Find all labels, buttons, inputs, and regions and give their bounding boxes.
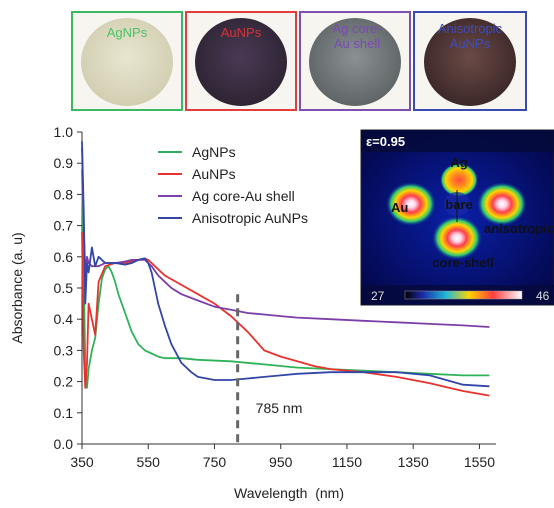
- x-tick-label: 1350: [398, 454, 429, 470]
- legend-label-aunps: AuNPs: [192, 166, 236, 182]
- x-tick-label: 550: [137, 454, 161, 470]
- x-tick-label: 750: [203, 454, 227, 470]
- inset-label-anisotropic: anisotropic: [484, 221, 554, 236]
- y-tick-label: 0.5: [54, 280, 74, 296]
- x-tick-label: 1550: [464, 454, 495, 470]
- legend-label-agnps: AgNPs: [192, 144, 236, 160]
- annotation-785nm-label: 785 nm: [256, 400, 303, 416]
- y-tick-label: 0.9: [54, 155, 74, 171]
- sample-label-aniso-line1: Anisotropic: [438, 21, 503, 36]
- sample-label-aunps: AuNPs: [221, 25, 262, 40]
- y-ticks: 0.0 0.1 0.2 0.3 0.4 0.5 0.6 0.7 0.8 0.9 1.0: [54, 124, 82, 452]
- sample-label-ag-core-line1: Ag core-: [332, 21, 381, 36]
- x-tick-label: 950: [269, 454, 293, 470]
- inset-scale-bar: [404, 290, 523, 300]
- spot-ag: [440, 163, 478, 197]
- sample-photo-aunps: AuNPs: [185, 11, 297, 111]
- inset-scale-min: 27: [371, 289, 385, 303]
- sample-label-aniso-line2: AuNPs: [450, 36, 491, 51]
- spot-anisotropic: [477, 182, 527, 226]
- inset-label-core-shell: core-shell: [432, 255, 493, 270]
- thermal-inset: ε=0.95 Ag Au bare anisotropic core-shell…: [360, 129, 554, 306]
- legend-label-anisotropic-aunps: Anisotropic AuNPs: [192, 210, 308, 226]
- y-tick-label: 0.1: [54, 405, 74, 421]
- inset-scale-max: 46: [536, 289, 550, 303]
- x-tick-label: 1150: [332, 454, 362, 470]
- inset-label-au: Au: [391, 200, 408, 215]
- sample-photo-anisotropic-aunps: Anisotropic AuNPs: [413, 11, 527, 111]
- y-tick-label: 1.0: [54, 124, 74, 140]
- series-line-anisotropic-aunps: [81, 141, 490, 388]
- y-tick-label: 0.3: [54, 342, 74, 358]
- legend: AgNPs AuNPs Ag core-Au shell Anisotropic Au…: [158, 144, 308, 226]
- series-line-aunps: [81, 231, 490, 397]
- sample-photo-ag-core-au-shell: Ag core- Au shell: [299, 11, 411, 111]
- x-axis-label: Wavelength (nm): [234, 485, 344, 501]
- x-tick-label: 350: [70, 454, 94, 470]
- spot-au: [386, 182, 436, 226]
- y-tick-label: 0.8: [54, 186, 74, 202]
- inset-epsilon-label: ε=0.95: [366, 134, 405, 149]
- y-tick-label: 0.6: [54, 249, 74, 265]
- sample-label-ag-core-line2: Au shell: [334, 36, 380, 51]
- y-tick-label: 0.0: [54, 436, 74, 452]
- inset-label-bare: bare: [445, 197, 472, 212]
- y-tick-label: 0.4: [54, 311, 74, 327]
- series-line-ag-core-au-shell: [81, 147, 490, 328]
- legend-label-ag-core-au-shell: Ag core-Au shell: [192, 188, 295, 204]
- sample-photo-agnps: AgNPs: [71, 11, 183, 111]
- y-axis-label: Absorbance (a. u): [9, 232, 25, 343]
- spot-core-shell: [432, 216, 482, 260]
- sample-label-agnps: AgNPs: [107, 25, 148, 40]
- series-layer: [81, 141, 490, 397]
- y-tick-label: 0.2: [54, 374, 74, 390]
- y-tick-label: 0.7: [54, 218, 74, 234]
- x-ticks: 350 550 750 950 1150 1350 1550: [70, 444, 495, 470]
- inset-label-ag: Ag: [450, 155, 467, 170]
